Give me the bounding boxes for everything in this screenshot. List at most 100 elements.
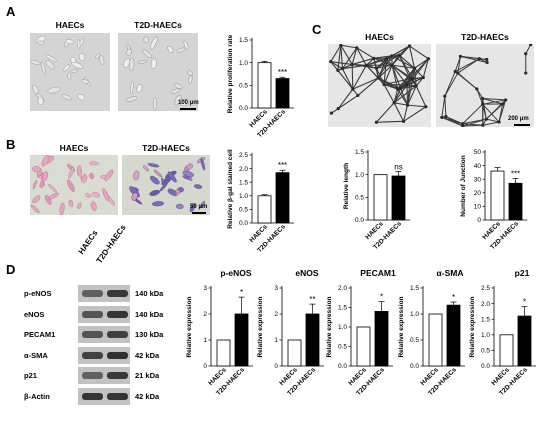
y-tick-label: 0.5	[239, 207, 248, 214]
significance-label: *	[452, 293, 455, 302]
micrograph-b-haecs	[30, 155, 118, 215]
tube-junction	[485, 57, 489, 62]
cell-shape	[133, 170, 140, 181]
cell-shape	[45, 60, 55, 70]
cell-shape	[81, 174, 88, 183]
tube-segment	[403, 106, 427, 122]
significance-label: *	[380, 293, 383, 302]
cell-shape	[89, 172, 94, 180]
tube-segment	[383, 83, 399, 90]
cell-shape	[102, 188, 109, 201]
y-tick-label: 30	[474, 176, 482, 183]
tube-segment	[482, 97, 507, 101]
tube-segment	[375, 67, 385, 86]
tube-segment	[462, 103, 484, 125]
cell-shape	[36, 40, 45, 45]
tube-segment	[330, 61, 353, 65]
cell-shape	[99, 55, 105, 65]
tube-segment	[351, 57, 375, 65]
cell-shape	[153, 169, 163, 178]
cell-shape	[187, 70, 194, 76]
cell-shape	[188, 74, 193, 84]
y-axis-label: Relative length	[343, 163, 350, 209]
tube-segment	[340, 44, 343, 70]
cell-shape	[30, 204, 40, 214]
tube-junction	[396, 87, 400, 91]
tube-segment	[337, 44, 342, 71]
chart-title: p-eNOS	[220, 268, 252, 278]
tube-junction	[475, 87, 479, 91]
tube-segment	[444, 71, 456, 97]
significance-label: *	[523, 298, 526, 307]
tube-junction	[412, 66, 417, 70]
tube-junction	[397, 53, 401, 57]
cell-shape	[142, 49, 153, 59]
bar-t2d-haecs	[446, 304, 461, 367]
tube-segment	[397, 67, 416, 90]
tube-junction	[372, 56, 376, 60]
scale-label-c: 200 μm	[508, 116, 529, 122]
tube-segment	[356, 47, 367, 66]
bar-t2d-haecs	[517, 315, 532, 367]
blot-strip	[78, 346, 130, 364]
tube-junction	[401, 119, 406, 123]
blot-band	[107, 331, 128, 338]
tube-segment	[340, 44, 353, 65]
cell-shape	[30, 59, 41, 66]
cell-shape	[129, 58, 135, 72]
significance-label: ***	[278, 68, 287, 77]
blot-band	[82, 331, 103, 338]
tube-segment	[330, 44, 342, 63]
tube-junction	[340, 67, 345, 71]
significance-label: ns	[394, 162, 402, 171]
tube-junction	[382, 82, 386, 87]
cell-shape	[59, 202, 65, 215]
cell-shape	[199, 201, 206, 209]
tube-junction	[443, 94, 447, 98]
chart-enos: eNOS Relative expression 0 1 2 3 HAECs T2D-HAEC…	[254, 268, 328, 413]
tube-segment	[373, 55, 393, 59]
tube-junction	[484, 117, 488, 121]
panel-a-header-t2d: T2D-HAECs	[134, 20, 182, 30]
bar-t2d-haecs	[391, 175, 406, 221]
blot-band	[82, 372, 103, 379]
tube-segment	[377, 64, 393, 79]
tube-junction	[390, 54, 394, 58]
cell-shape	[182, 175, 191, 180]
tube-segment	[476, 88, 484, 99]
tube-junction	[336, 68, 340, 72]
cell-shape	[151, 201, 165, 207]
blot-protein-label: PECAM1	[24, 330, 56, 339]
blot-band	[107, 351, 128, 359]
tube-junction	[405, 83, 409, 87]
tube-segment	[393, 85, 417, 104]
tube-junction	[350, 62, 354, 67]
tube-segment	[462, 124, 484, 127]
tube-junction	[384, 57, 388, 61]
tube-junction	[355, 46, 359, 50]
panel-label-b: B	[6, 137, 16, 152]
scale-label-a: 100 μm	[178, 100, 199, 106]
tube-junction	[421, 75, 425, 80]
cell-shape	[95, 53, 101, 59]
cell-shape	[104, 169, 114, 181]
cell-shape	[180, 98, 190, 107]
y-tick-label: 0	[274, 363, 278, 370]
tube-segment	[330, 61, 343, 70]
chart-length: Relative length 0.0 0.5 1.0 1.5 HAECs T2D-HAEC…	[338, 140, 420, 255]
cell-shape	[153, 97, 158, 111]
tube-junction	[458, 54, 463, 58]
tube-junction	[456, 71, 460, 75]
tube-junction	[408, 77, 412, 81]
tube-junction	[405, 103, 410, 107]
tube-segment	[337, 63, 353, 71]
cell-shape	[149, 175, 160, 185]
cell-shape	[91, 191, 100, 198]
cell-shape	[125, 96, 138, 102]
tube-segment	[454, 71, 478, 90]
tube-junction	[336, 107, 340, 111]
cell-shape	[137, 59, 147, 64]
tube-junction	[414, 84, 418, 88]
tube-junction	[481, 96, 485, 101]
tube-junction	[481, 123, 485, 127]
